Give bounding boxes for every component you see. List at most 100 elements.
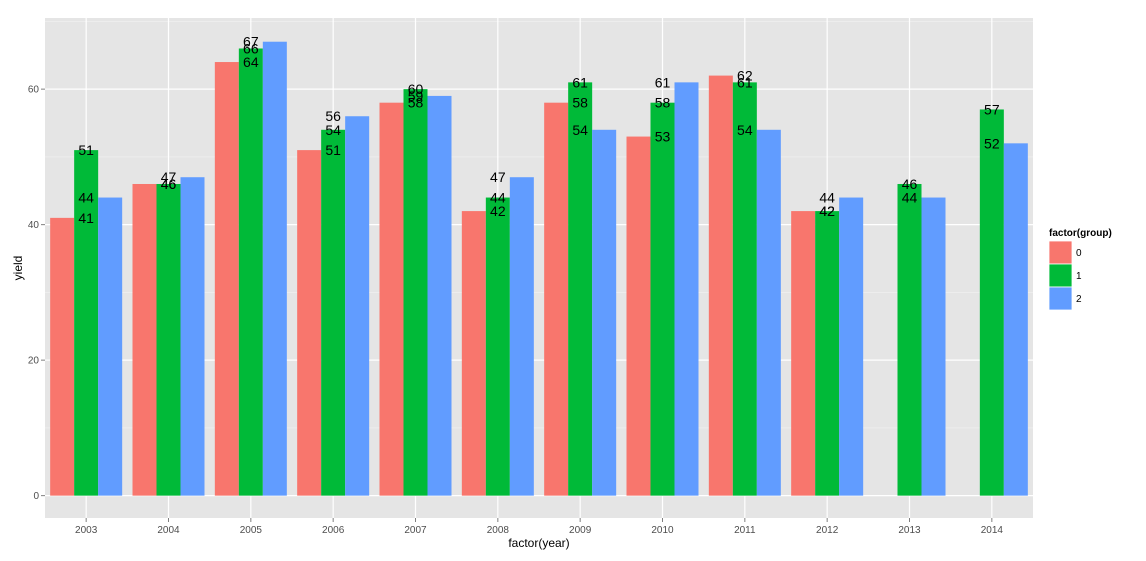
x-tick-label: 2014	[981, 525, 1004, 536]
bar-2-2012	[839, 197, 864, 496]
bar-1-2007	[403, 89, 428, 496]
data-label: 57	[984, 101, 1000, 117]
x-tick-label: 2010	[651, 525, 674, 536]
data-label: 62	[737, 68, 753, 84]
x-tick-label: 2013	[898, 525, 921, 536]
data-label: 61	[572, 74, 588, 90]
bar-1-2004	[156, 183, 181, 496]
x-axis: 2003 2004 2005 2006 2007 2008 2009 2010 2011 2012…	[75, 518, 1003, 536]
bar-2-2007	[427, 95, 452, 496]
bar-0-2007	[379, 102, 404, 496]
bar-2-2008	[509, 177, 534, 496]
bar-0-2012	[791, 211, 816, 496]
x-tick-label: 2011	[734, 525, 756, 536]
legend-label-1: 1	[1076, 271, 1082, 282]
data-label: 47	[161, 169, 177, 185]
bar-2-2005	[262, 41, 287, 496]
data-label: 64	[243, 54, 259, 70]
data-label: 44	[78, 190, 94, 206]
data-label: 44	[490, 190, 506, 206]
bar-2-2010	[674, 82, 699, 496]
bar-1-2006	[321, 129, 346, 496]
legend-label-2: 2	[1076, 294, 1082, 305]
bar-1-2010	[650, 102, 675, 496]
data-label: 47	[490, 169, 506, 185]
data-label: 54	[325, 122, 341, 138]
bar-2-2006	[345, 116, 370, 496]
data-label: 61	[737, 74, 753, 90]
bar-1-2013	[897, 183, 922, 496]
data-label: 58	[572, 95, 588, 111]
x-tick-label: 2008	[487, 525, 510, 536]
x-tick-label: 2005	[240, 525, 263, 536]
minor-gridlines	[45, 21, 1033, 429]
data-label: 54	[572, 122, 588, 138]
bar-1-2011	[732, 82, 757, 496]
bar-2-2009	[592, 129, 617, 496]
data-label: 44	[819, 190, 835, 206]
bar-1-2008	[485, 197, 510, 496]
data-label: 59	[408, 88, 424, 104]
y-tick-label: 40	[28, 220, 40, 231]
bar-2-2014	[1003, 143, 1028, 496]
bar-2-2013	[921, 197, 946, 496]
legend-title: factor(group)	[1049, 228, 1112, 239]
x-tick-label: 2004	[157, 525, 180, 536]
data-label: 56	[325, 108, 341, 124]
bar-0-2003	[50, 217, 75, 496]
bar-1-2009	[568, 82, 593, 496]
data-label: 44	[902, 190, 918, 206]
data-label: 51	[325, 142, 341, 158]
bar-2-2004	[180, 177, 205, 496]
bar-1-2014	[979, 109, 1004, 496]
bar-0-2006	[297, 150, 322, 496]
data-label: 42	[819, 203, 835, 219]
legend-key-2	[1048, 286, 1073, 311]
legend-key-0	[1048, 240, 1073, 265]
bar-1-2003	[74, 150, 99, 496]
data-label: 54	[737, 122, 753, 138]
bar-1-2012	[815, 211, 840, 496]
bar-0-2005	[214, 62, 239, 496]
bar-1-2005	[238, 48, 263, 496]
data-label: 42	[490, 203, 506, 219]
x-tick-label: 2006	[322, 525, 345, 536]
bar-0-2011	[708, 75, 733, 496]
x-tick-label: 2012	[816, 525, 839, 536]
data-label: 41	[78, 210, 94, 226]
data-label: 52	[984, 135, 1000, 151]
bar-2-2011	[756, 129, 781, 496]
legend: factor(group) 0 1 2	[1048, 228, 1112, 311]
data-label: 58	[655, 95, 671, 111]
data-label: 46	[902, 176, 918, 192]
y-tick-label: 0	[33, 491, 39, 502]
data-label: 67	[243, 34, 259, 50]
data-label: 53	[655, 129, 671, 145]
data-label: 46	[161, 176, 177, 192]
data-label: 66	[243, 40, 259, 56]
x-tick-label: 2003	[75, 525, 98, 536]
data-label: 61	[655, 74, 671, 90]
data-labels: 4151444646476466675154565860594244475861…	[78, 34, 999, 226]
data-label: 46	[161, 176, 177, 192]
y-axis: 0 20 40 60	[28, 85, 45, 502]
legend-key-1	[1048, 263, 1073, 288]
bar-0-2010	[626, 136, 651, 496]
y-axis-title: yield	[11, 256, 25, 281]
bar-0-2004	[132, 183, 157, 496]
x-tick-label: 2009	[569, 525, 592, 536]
data-label: 42	[819, 203, 835, 219]
legend-label-0: 0	[1076, 248, 1082, 259]
bar-2-2003	[98, 197, 123, 496]
x-tick-label: 2007	[404, 525, 427, 536]
y-tick-label: 60	[28, 85, 40, 96]
bar-0-2009	[544, 102, 569, 496]
data-label: 51	[78, 142, 94, 158]
x-axis-title: factor(year)	[508, 536, 569, 550]
bars	[50, 41, 1028, 496]
y-tick-label: 20	[28, 356, 40, 367]
plot-panel	[45, 18, 1033, 518]
bar-0-2008	[461, 211, 486, 496]
data-label: 58	[408, 95, 424, 111]
